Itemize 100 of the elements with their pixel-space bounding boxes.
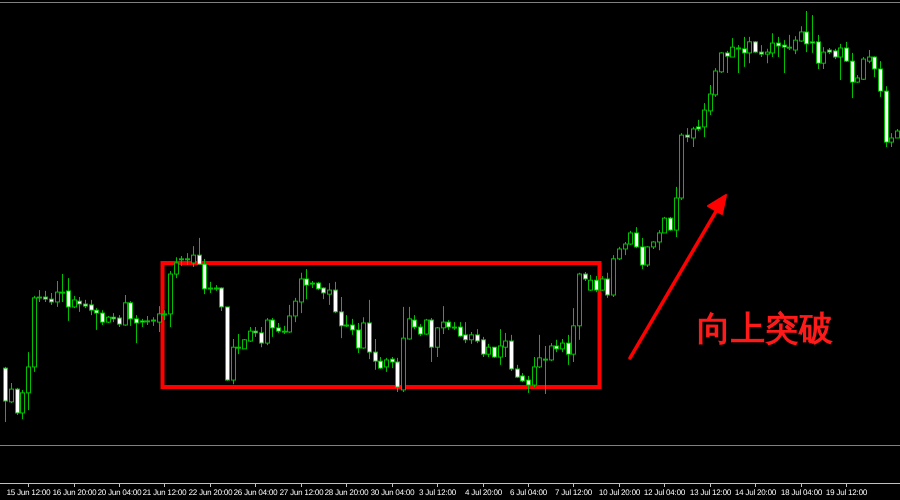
x-tick-label: 21 Jun 12:00 bbox=[142, 488, 188, 497]
annotation: 向上突破 bbox=[697, 309, 833, 349]
candlestick bbox=[162, 310, 167, 321]
candlestick bbox=[793, 36, 798, 55]
candlestick bbox=[236, 334, 241, 355]
candlestick bbox=[657, 230, 662, 251]
candlestick bbox=[787, 34, 792, 51]
candlestick bbox=[356, 322, 361, 354]
x-tick-label: 27 Jun 12:00 bbox=[280, 488, 324, 497]
candlestick bbox=[623, 241, 628, 256]
candlestick bbox=[446, 320, 451, 330]
candlestick bbox=[583, 271, 588, 282]
candlestick bbox=[287, 304, 292, 334]
x-tick-label: 16 Jun 20:00 bbox=[52, 488, 98, 497]
candlestick bbox=[804, 10, 809, 53]
candlestick bbox=[270, 318, 275, 338]
candlestick bbox=[20, 389, 25, 420]
candlestick bbox=[799, 26, 804, 42]
candlestick bbox=[810, 14, 815, 54]
candlestick bbox=[543, 345, 548, 395]
candlestick bbox=[55, 280, 60, 308]
candlestick bbox=[390, 356, 395, 369]
x-tick-label: 7 Jul 12:00 bbox=[555, 488, 593, 497]
candlestick bbox=[293, 297, 298, 323]
candlestick bbox=[134, 314, 139, 344]
candlestick bbox=[838, 43, 843, 81]
candlestick bbox=[696, 119, 701, 132]
candlestick bbox=[702, 102, 707, 138]
candlestick bbox=[821, 46, 826, 70]
candlestick bbox=[94, 308, 99, 330]
candlestick bbox=[185, 252, 190, 266]
candlestick bbox=[248, 326, 253, 342]
candlestick bbox=[197, 237, 202, 266]
candlestick bbox=[327, 282, 332, 306]
candlestick bbox=[117, 314, 122, 328]
x-tick-label: 12 Jul 04:00 bbox=[644, 488, 686, 497]
candlestick bbox=[304, 268, 309, 300]
candlestick bbox=[850, 52, 855, 99]
candlestick bbox=[776, 36, 781, 58]
x-tick-label: 4 Jul 20:00 bbox=[465, 488, 503, 497]
candlestick bbox=[708, 84, 713, 116]
x-tick-label: 22 Jun 20:00 bbox=[188, 488, 234, 497]
x-tick-label: 10 Jul 20:00 bbox=[598, 488, 641, 497]
candlestick bbox=[816, 34, 821, 70]
candlestick bbox=[867, 50, 872, 64]
candlestick bbox=[344, 314, 349, 328]
candlestick bbox=[384, 357, 389, 372]
candlestick bbox=[742, 36, 747, 68]
candlestick bbox=[515, 364, 520, 379]
candlestick bbox=[435, 326, 440, 358]
candlestick bbox=[833, 48, 838, 60]
x-tick-label: 19 Jul 12:00 bbox=[826, 488, 868, 497]
candlestick bbox=[299, 272, 304, 314]
candlestick bbox=[66, 278, 71, 322]
candlestick bbox=[691, 126, 696, 148]
candlestick bbox=[628, 230, 633, 246]
candlestick bbox=[339, 296, 344, 339]
candlestick bbox=[219, 286, 224, 312]
candlestick bbox=[253, 326, 258, 338]
candlestick bbox=[321, 286, 326, 300]
candlestick bbox=[49, 292, 54, 306]
candlestick bbox=[770, 32, 775, 58]
x-tick-label: 26 Jun 04:00 bbox=[234, 488, 278, 497]
candlestick bbox=[458, 322, 463, 338]
x-tick-label: 28 Jun 20:00 bbox=[324, 488, 370, 497]
candlestick bbox=[765, 48, 770, 64]
candlestick bbox=[100, 310, 105, 326]
candlestick bbox=[37, 290, 42, 302]
candlestick bbox=[174, 256, 179, 279]
x-tick-label: 6 Jul 04:00 bbox=[510, 488, 548, 497]
candlestick bbox=[736, 44, 741, 74]
candlestick bbox=[179, 255, 184, 266]
x-tick-label: 30 Jun 04:00 bbox=[370, 488, 416, 497]
candlestick bbox=[532, 356, 537, 388]
candlestick bbox=[475, 328, 480, 344]
candlestick bbox=[685, 128, 690, 143]
candlestick bbox=[469, 331, 474, 344]
candlestick bbox=[9, 382, 14, 404]
candlestick bbox=[725, 50, 730, 74]
candlestick bbox=[208, 281, 213, 294]
candlestick bbox=[526, 375, 531, 394]
candlestick bbox=[276, 322, 281, 334]
candlestick bbox=[43, 290, 48, 302]
candlestick bbox=[747, 36, 752, 64]
candlestick bbox=[373, 338, 378, 370]
candlestick bbox=[895, 128, 900, 138]
candlestick bbox=[378, 356, 383, 370]
candlestick bbox=[498, 328, 503, 366]
candlestick bbox=[782, 40, 787, 74]
candlestick bbox=[486, 343, 491, 358]
x-tick-label: 13 Jul 12:00 bbox=[690, 488, 732, 497]
candlestick bbox=[730, 38, 735, 58]
candlestick bbox=[418, 324, 423, 337]
x-tick-label: 18 Jul 04:00 bbox=[780, 488, 823, 497]
x-tick-label: 14 Jul 20:00 bbox=[734, 488, 777, 497]
candlestick bbox=[634, 226, 639, 249]
candlestick bbox=[594, 276, 599, 293]
candlestick bbox=[412, 314, 417, 330]
candlestick bbox=[481, 336, 486, 358]
candlestick bbox=[759, 44, 764, 58]
